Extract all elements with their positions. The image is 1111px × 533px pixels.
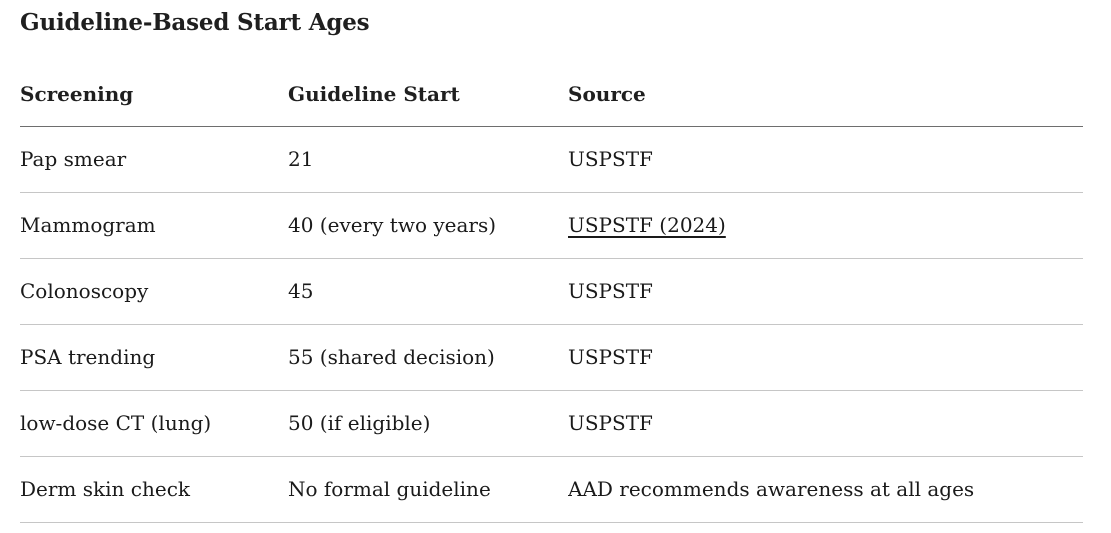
cell-screening: PSA trending (20, 324, 288, 391)
table-row: PSA trending 55 (shared decision) USPSTF (20, 324, 1083, 391)
guidelines-table: Screening Guideline Start Source Pap sme… (20, 81, 1083, 523)
cell-source: USPSTF (568, 126, 1083, 193)
table-row: low-dose CT (lung) 50 (if eligible) USPS… (20, 390, 1083, 457)
table-row: Colonoscopy 45 USPSTF (20, 258, 1083, 325)
cell-screening: Pap smear (20, 126, 288, 193)
cell-screening: Derm skin check (20, 456, 288, 523)
cell-guideline-start: 21 (288, 126, 568, 193)
column-header-source: Source (568, 81, 1083, 127)
column-header-guideline-start: Guideline Start (288, 81, 568, 127)
cell-guideline-start: 50 (if eligible) (288, 390, 568, 457)
cell-source: AAD recommends awareness at all ages (568, 456, 1083, 523)
cell-screening: low-dose CT (lung) (20, 390, 288, 457)
cell-guideline-start: 40 (every two years) (288, 192, 568, 259)
cell-screening: Mammogram (20, 192, 288, 259)
cell-source: USPSTF (568, 258, 1083, 325)
table-row: Pap smear 21 USPSTF (20, 126, 1083, 193)
cell-source: USPSTF (2024) (568, 192, 1083, 259)
source-link-uspstf-2024[interactable]: USPSTF (2024) (568, 213, 726, 237)
table-header: Screening Guideline Start Source (20, 81, 1083, 127)
cell-screening: Colonoscopy (20, 258, 288, 325)
cell-source: USPSTF (568, 390, 1083, 457)
cell-guideline-start: 45 (288, 258, 568, 325)
table-row: Mammogram 40 (every two years) USPSTF (2… (20, 192, 1083, 259)
page-title: Guideline-Based Start Ages (20, 9, 370, 36)
column-header-screening: Screening (20, 81, 288, 127)
table-row: Derm skin check No formal guideline AAD … (20, 456, 1083, 523)
cell-guideline-start: 55 (shared decision) (288, 324, 568, 391)
cell-source: USPSTF (568, 324, 1083, 391)
cell-guideline-start: No formal guideline (288, 456, 568, 523)
